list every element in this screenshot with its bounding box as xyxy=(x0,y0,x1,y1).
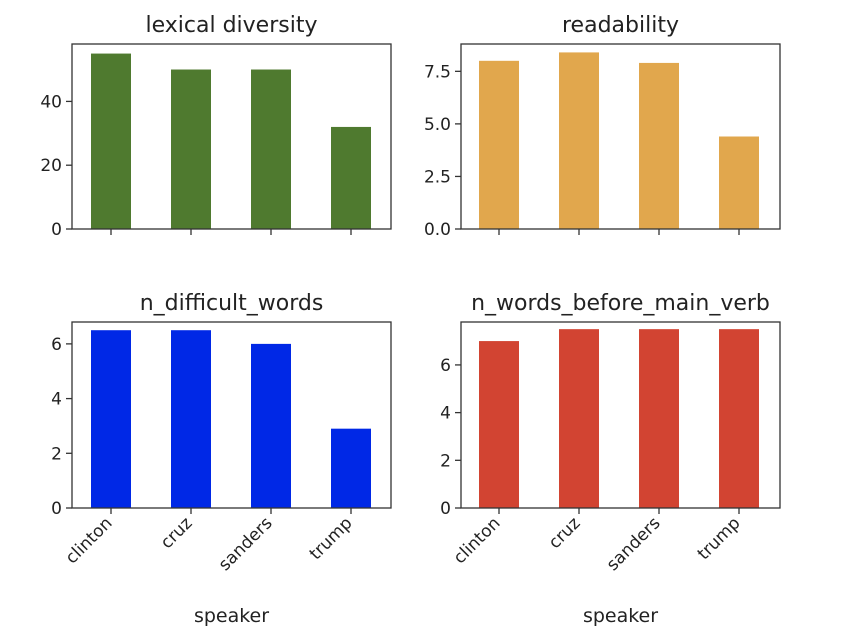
bar-clinton xyxy=(479,341,519,508)
x-tick-label: sanders xyxy=(603,513,665,575)
y-tick-label: 20 xyxy=(40,156,62,176)
y-tick-label: 7.5 xyxy=(424,62,451,82)
y-tick-label: 5.0 xyxy=(424,115,451,135)
x-tick-label: sanders xyxy=(215,513,277,575)
y-tick-label: 0 xyxy=(51,220,62,240)
y-tick-label: 4 xyxy=(51,390,62,410)
x-axis-label: speaker xyxy=(583,605,658,627)
y-tick-label: 0 xyxy=(51,499,62,519)
axes-frame xyxy=(460,43,781,230)
y-tick-label: 2.5 xyxy=(424,167,451,187)
x-tick-label: clinton xyxy=(450,513,505,568)
y-tick-label: 6 xyxy=(440,356,451,376)
bar-cruz xyxy=(171,330,211,508)
y-tick-label: 6 xyxy=(51,335,62,355)
bar-sanders xyxy=(639,329,679,508)
axes-frame xyxy=(460,321,781,509)
y-tick-label: 40 xyxy=(40,92,62,112)
subplot-title: lexical diversity xyxy=(146,13,318,38)
bar-clinton xyxy=(91,53,131,229)
bar-trump xyxy=(719,329,759,508)
subplot-title: readability xyxy=(562,13,679,38)
bar-sanders xyxy=(251,69,291,229)
x-axis-label: speaker xyxy=(194,605,269,627)
x-tick-label: trump xyxy=(306,513,357,564)
y-tick-label: 4 xyxy=(440,404,451,424)
bar-clinton xyxy=(479,60,519,230)
bar-cruz xyxy=(171,69,211,229)
bar-sanders xyxy=(639,62,679,229)
bar-cruz xyxy=(559,329,599,508)
subplot-2: readability 0.0 2.5 5.0 7.5 xyxy=(424,13,781,240)
bar-clinton xyxy=(91,330,131,508)
y-tick-label: 0 xyxy=(440,499,451,519)
axes-frame xyxy=(71,43,392,230)
bar-sanders xyxy=(251,343,291,508)
subplot-1: lexical diversity 0 20 40 xyxy=(40,13,392,240)
y-tick-label: 2 xyxy=(51,444,62,464)
subplot-title: n_difficult_words xyxy=(140,291,324,316)
bar-trump xyxy=(719,136,759,229)
subplot-3: n_difficult_words 0 2 4 6 clinton cruz sanders t… xyxy=(51,291,392,627)
x-tick-label: trump xyxy=(694,513,745,564)
y-tick-label: 2 xyxy=(440,451,451,471)
bar-cruz xyxy=(559,52,599,230)
bar-trump xyxy=(331,126,371,229)
x-tick-label: cruz xyxy=(545,513,585,553)
y-tick-label: 0.0 xyxy=(424,220,451,240)
axes-frame xyxy=(71,321,392,509)
bar-trump xyxy=(331,428,371,508)
subplot-title: n_words_before_main_verb xyxy=(471,291,770,316)
x-tick-label: cruz xyxy=(157,513,197,553)
x-tick-label: clinton xyxy=(62,513,117,568)
